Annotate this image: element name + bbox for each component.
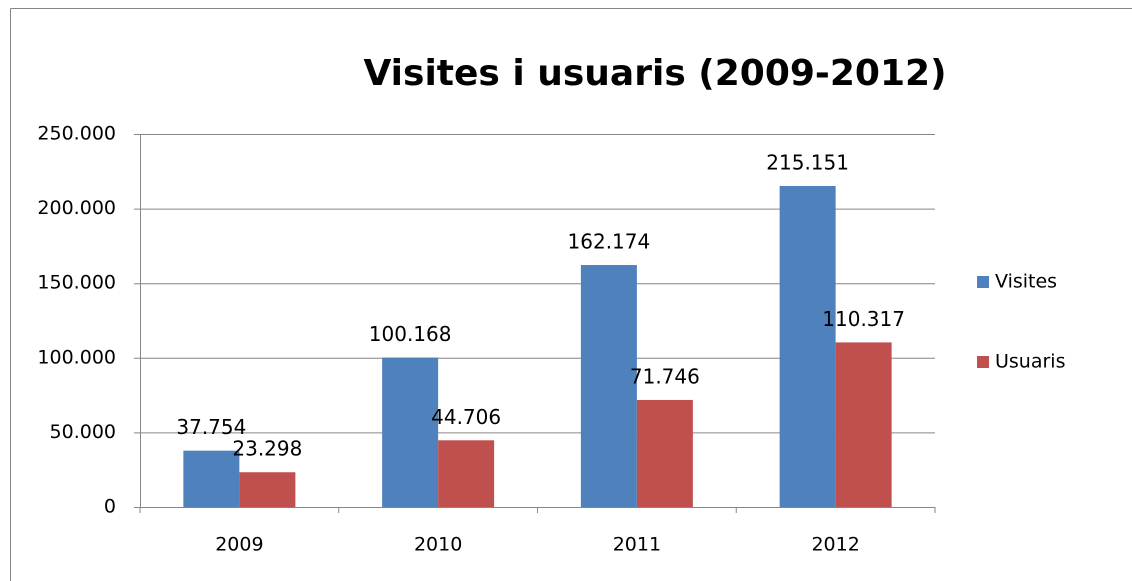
bar (438, 440, 495, 507)
value-label: 37.754 (176, 415, 246, 439)
x-tick-label: 2012 (811, 534, 859, 556)
bar (636, 399, 693, 507)
bar (239, 472, 296, 507)
y-tick-label: 100.000 (37, 346, 116, 368)
legend-label: Usuaris (995, 351, 1065, 373)
y-tick-label: 0 (104, 496, 116, 518)
chart-title: Visites i usuaris (2009-2012) (363, 53, 946, 94)
bar (835, 342, 892, 507)
value-label: 100.168 (369, 322, 452, 346)
y-tick-label: 50.000 (50, 421, 116, 443)
value-label: 44.706 (431, 405, 501, 429)
bar (382, 357, 439, 507)
bar (580, 265, 637, 507)
value-label: 162.174 (568, 230, 651, 254)
x-tick-label: 2011 (613, 534, 661, 556)
y-tick-label: 200.000 (37, 197, 116, 219)
legend-swatch (977, 356, 989, 368)
x-tick-label: 2010 (414, 534, 462, 556)
value-label: 215.151 (766, 150, 849, 174)
bar (183, 450, 240, 507)
legend-swatch (977, 276, 989, 288)
legend-label: Visites (995, 271, 1057, 293)
x-tick-label: 2009 (215, 534, 263, 556)
y-tick-label: 250.000 (37, 123, 116, 145)
value-label: 110.317 (822, 307, 905, 331)
value-label: 71.746 (630, 364, 700, 388)
bar (779, 185, 836, 508)
y-tick-label: 150.000 (37, 272, 116, 294)
value-label: 23.298 (232, 437, 302, 461)
